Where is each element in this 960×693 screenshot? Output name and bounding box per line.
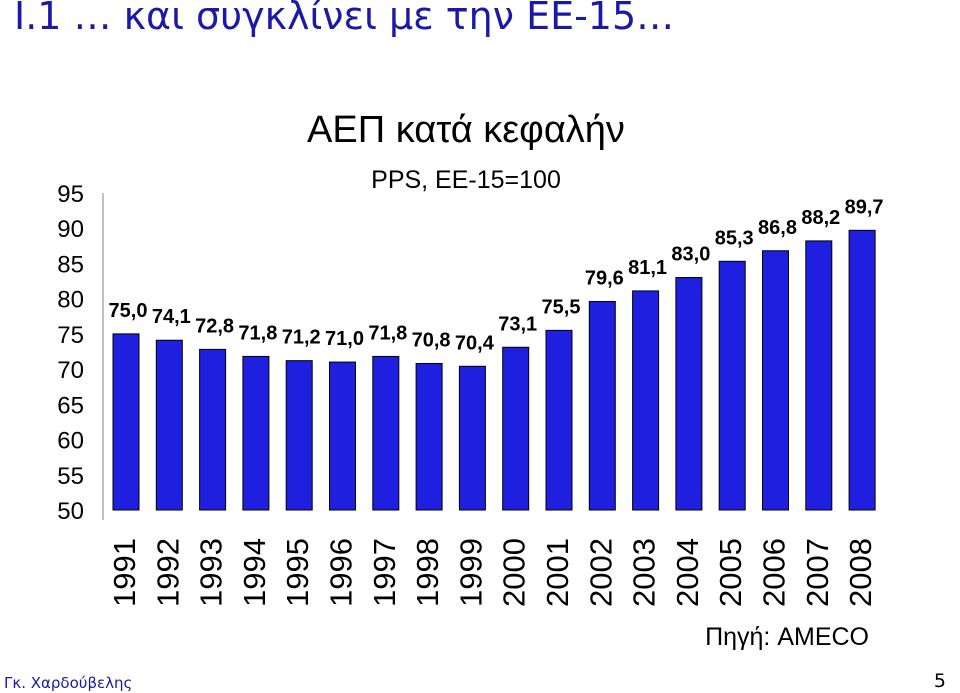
x-tick-label: 1998 [410,538,445,607]
data-label: 89,7 [845,196,884,218]
data-label: 71,0 [325,328,364,350]
bar [762,250,789,511]
x-tick-label: 1994 [237,538,272,607]
bar [805,240,833,511]
chart-subtitle: PPS, ΕΕ-15=100 [371,166,561,194]
y-tick-label: 50 [57,498,84,525]
data-label: 75,0 [109,300,148,322]
x-tick-label: 2002 [583,538,618,607]
bar [632,290,660,511]
y-tick-label: 70 [57,357,84,384]
x-tick-label: 1991 [107,538,142,607]
bar [848,229,876,511]
y-tick-label: 90 [57,216,84,243]
x-tick-label: 2004 [670,538,705,607]
y-tick-label: 55 [57,463,84,490]
page-number: 5 [933,670,946,692]
x-tick-label: 1995 [280,538,315,607]
y-tick-label: 60 [57,428,84,455]
chart-title: ΑΕΠ κατά κεφαλήν [307,109,625,151]
bar [588,300,616,511]
data-label: 73,1 [498,313,537,335]
x-tick-label: 2006 [757,538,792,607]
bar [545,329,573,511]
y-tick-label: 95 [57,181,84,208]
data-label: 88,2 [801,207,840,229]
data-label: 86,8 [758,217,797,239]
x-axis-tick-labels: 1991 1992 1993 1994 1995 1996 1997 1998 1999 2000… [107,538,878,607]
x-tick-label: 2003 [627,538,662,607]
bar [155,339,183,511]
chart-source: Πηγή: AMECO [705,623,869,651]
data-label: 70,4 [455,332,495,354]
bar [372,355,400,511]
x-tick-label: 2008 [843,538,878,607]
x-tick-label: 2005 [713,538,748,607]
y-axis-ticks: 50 55 60 65 70 75 80 85 90 95 [57,181,84,525]
slide-title: I.1 … και συγκλίνει με την ΕΕ-15… [14,0,675,38]
x-tick-label: 2001 [540,538,575,607]
x-tick-label: 1997 [367,538,402,607]
data-label: 71,8 [238,322,277,344]
data-label: 81,1 [628,257,667,279]
bars [112,229,876,511]
bar [718,260,746,511]
footer-author: Γκ. Χαρδούβελης [4,674,133,692]
bar [329,361,356,511]
data-label: 75,5 [542,296,581,318]
bar [458,365,486,511]
y-tick-label: 75 [57,322,84,349]
data-label: 85,3 [715,227,754,249]
data-labels: 75,0 74,1 72,8 71,8 71,2 71,0 71,8 70,8 70,473,1… [109,196,884,354]
x-tick-label: 2000 [497,538,532,607]
x-tick-label: 2007 [800,538,835,607]
data-label: 71,8 [368,322,407,344]
data-label: 79,6 [585,267,624,289]
y-tick-label: 65 [57,392,84,419]
bar [285,360,313,511]
bar [675,277,703,511]
bar [199,348,227,511]
x-tick-label: 1996 [324,538,359,607]
data-label: 71,2 [282,327,321,349]
x-tick-label: 1992 [150,538,185,607]
data-label: 83,0 [671,244,710,266]
data-label: 70,8 [412,329,451,351]
data-label: 72,8 [195,315,234,337]
bar [242,355,270,511]
x-tick-label: 1993 [194,538,229,607]
y-tick-label: 85 [57,251,84,278]
x-tick-label: 1999 [453,538,488,607]
data-label: 74,1 [152,306,191,328]
y-tick-label: 80 [57,287,84,314]
bar [415,362,443,511]
bar [502,346,530,511]
bar [112,333,140,511]
